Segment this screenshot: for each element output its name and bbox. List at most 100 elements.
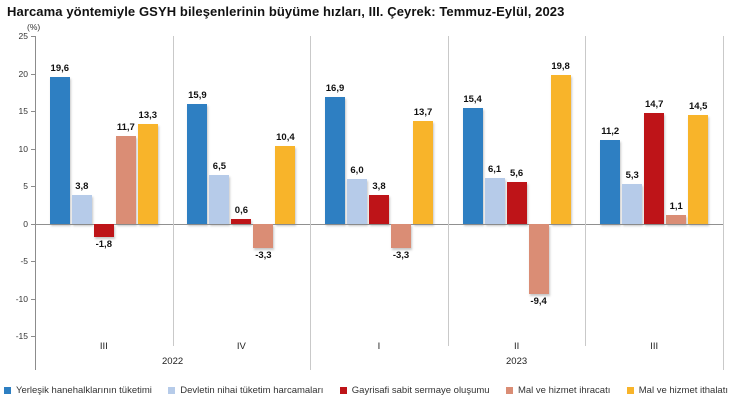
bar-value-label: 6,5 xyxy=(212,160,226,172)
bar-value-label: 11,2 xyxy=(601,125,620,137)
bar xyxy=(369,195,389,224)
y-tick-label: 15 xyxy=(18,106,28,116)
chart-legend: Yerleşik hanehalklarının tüketimi Devleti… xyxy=(0,385,732,396)
bar-value-label: 13,3 xyxy=(138,109,158,121)
bar xyxy=(462,108,483,224)
legend-item: Yerleşik hanehalklarının tüketimi xyxy=(4,385,152,396)
y-tick-label: -10 xyxy=(15,293,28,304)
bar-value-label: 11,7 xyxy=(116,121,135,133)
legend-item: Devletin nihai tüketim harcamaları xyxy=(168,385,323,396)
quarter-label: III xyxy=(650,341,659,352)
bar-value-label: -3,3 xyxy=(255,250,272,262)
bar xyxy=(622,183,643,224)
bar xyxy=(137,123,158,224)
percent-axis-label: (%) xyxy=(27,22,41,32)
bar xyxy=(484,177,505,224)
bar-value-label: 15,4 xyxy=(463,94,482,105)
bar xyxy=(506,181,527,224)
y-tick xyxy=(31,148,35,150)
bar-value-label: 14,5 xyxy=(688,100,708,112)
bar-value-label: 16,9 xyxy=(325,82,345,94)
quarter-divider-line xyxy=(172,36,174,346)
y-tick-label: 10 xyxy=(18,143,28,154)
year-label: 2023 xyxy=(506,356,528,367)
quarter-label: II xyxy=(513,341,520,352)
bar xyxy=(187,104,208,224)
y-tick xyxy=(31,223,35,225)
legend-label: Yerleşik hanehalklarının tüketimi xyxy=(16,385,152,396)
legend-item: Gayrisafi sabit sermaye oluşumu xyxy=(339,385,490,396)
legend-swatch-icon xyxy=(339,387,347,394)
bar-value-label: -1,8 xyxy=(95,239,112,250)
y-tick xyxy=(31,336,35,337)
bar xyxy=(600,139,621,224)
year-divider-line xyxy=(723,36,724,370)
bar-value-label: 5,6 xyxy=(509,167,524,179)
year-label: 2022 xyxy=(162,356,184,367)
bar xyxy=(550,75,571,224)
y-tick-label: -5 xyxy=(20,256,28,266)
legend-item: Mal ve hizmet ithalatı xyxy=(626,385,728,396)
legend-swatch-icon xyxy=(168,387,176,394)
y-tick xyxy=(31,186,35,187)
zero-baseline xyxy=(35,223,723,225)
bar-value-label: 19,8 xyxy=(551,61,570,72)
quarter-label: III xyxy=(99,341,108,352)
bar-value-label: 3,8 xyxy=(75,181,89,192)
y-axis xyxy=(35,36,36,370)
legend-label: Gayrisafi sabit sermaye oluşumu xyxy=(351,385,490,396)
bar xyxy=(275,145,296,224)
legend-item: Mal ve hizmet ihracatı xyxy=(505,385,611,396)
legend-label: Mal ve hizmet ithalatı xyxy=(638,385,728,396)
y-tick xyxy=(31,298,35,300)
bar xyxy=(231,219,252,224)
bar-value-label: 6,1 xyxy=(487,163,502,175)
bar xyxy=(71,195,92,224)
bar-value-label: 10,4 xyxy=(276,131,295,143)
bar-value-label: 14,7 xyxy=(644,99,664,111)
bar xyxy=(49,76,70,224)
bar xyxy=(688,114,709,224)
year-divider-line xyxy=(310,36,312,370)
bar-value-label: 13,7 xyxy=(413,106,433,118)
bar xyxy=(644,113,665,224)
bar xyxy=(325,96,345,224)
bar-value-label: -9,4 xyxy=(530,296,547,307)
bar xyxy=(666,215,687,224)
quarter-label: I xyxy=(377,341,381,352)
quarter-divider-line xyxy=(585,36,587,346)
bar-value-label: 6,0 xyxy=(350,164,364,176)
bar xyxy=(253,223,274,249)
bar-value-label: 5,3 xyxy=(625,169,639,181)
bar xyxy=(209,174,230,224)
bar xyxy=(115,135,136,224)
bar-value-label: 1,1 xyxy=(669,201,683,213)
legend-label: Devletin nihai tüketim harcamaları xyxy=(180,385,324,396)
y-tick-label: 0 xyxy=(23,218,28,229)
bar xyxy=(347,178,367,224)
chart-title: Harcama yöntemiyle GSYH bileşenlerinin b… xyxy=(7,4,565,19)
bar-value-label: -3,3 xyxy=(392,250,410,262)
bar-value-label: 0,6 xyxy=(234,205,248,216)
y-tick-label: 20 xyxy=(18,68,28,79)
y-tick xyxy=(31,111,35,112)
bar xyxy=(413,120,433,224)
bar xyxy=(528,223,549,294)
quarter-label: IV xyxy=(236,341,246,352)
y-tick xyxy=(31,73,35,75)
legend-swatch-icon xyxy=(505,387,513,394)
y-tick xyxy=(31,261,35,262)
legend-swatch-icon xyxy=(626,387,634,394)
bar-value-label: 15,9 xyxy=(188,90,207,102)
y-tick xyxy=(31,36,35,37)
bar xyxy=(93,223,114,237)
y-tick-label: 5 xyxy=(23,181,28,191)
y-tick-label: -15 xyxy=(15,331,28,341)
legend-label: Mal ve hizmet ihracatı xyxy=(517,385,611,396)
bar-value-label: 19,6 xyxy=(50,62,70,74)
legend-swatch-icon xyxy=(4,387,11,394)
y-tick-label: 25 xyxy=(18,31,28,41)
quarter-divider-line xyxy=(447,36,449,346)
